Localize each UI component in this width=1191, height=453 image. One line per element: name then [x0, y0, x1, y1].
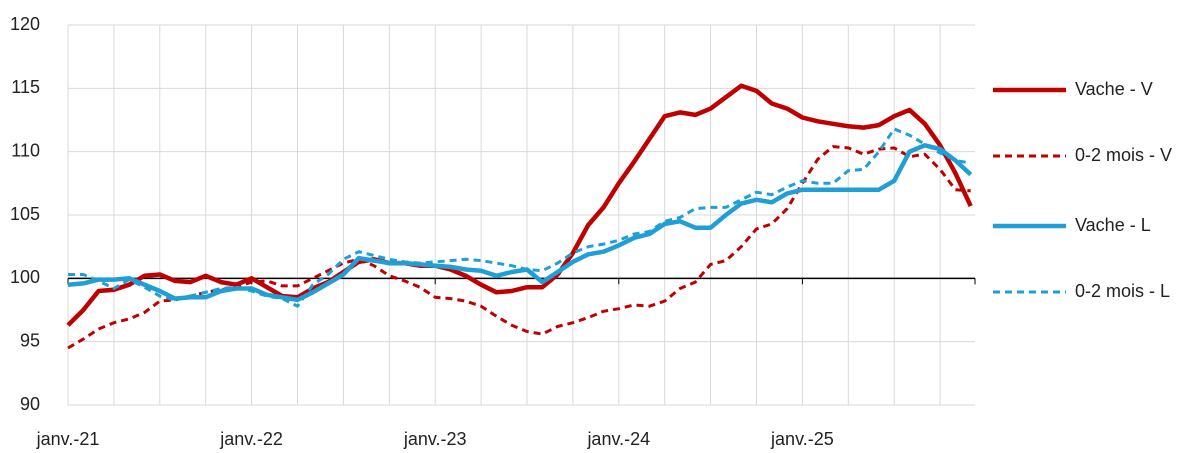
legend-label: 0-2 mois - V — [1075, 145, 1172, 165]
series-line — [67, 143, 973, 303]
series-line — [66, 83, 973, 327]
x-tick-label: janv.-21 — [36, 429, 100, 449]
series-line — [68, 127, 971, 308]
legend-label: Vache - L — [1075, 215, 1151, 235]
y-tick-label: 100 — [10, 267, 40, 287]
y-tick-label: 120 — [10, 14, 40, 34]
y-tick-label: 115 — [11, 77, 40, 97]
legend-label: 0-2 mois - L — [1075, 281, 1170, 301]
x-tick-label: janv.-25 — [770, 429, 834, 449]
y-tick-label: 105 — [10, 204, 40, 224]
x-tick-label: janv.-24 — [586, 429, 650, 449]
y-tick-label: 90 — [20, 394, 40, 414]
legend-label: Vache - V — [1075, 79, 1153, 99]
x-tick-label: janv.-22 — [219, 429, 283, 449]
series-line — [67, 145, 971, 350]
x-tick-label: janv.-23 — [403, 429, 467, 449]
y-tick-label: 110 — [11, 140, 40, 160]
y-tick-label: 95 — [20, 330, 40, 350]
